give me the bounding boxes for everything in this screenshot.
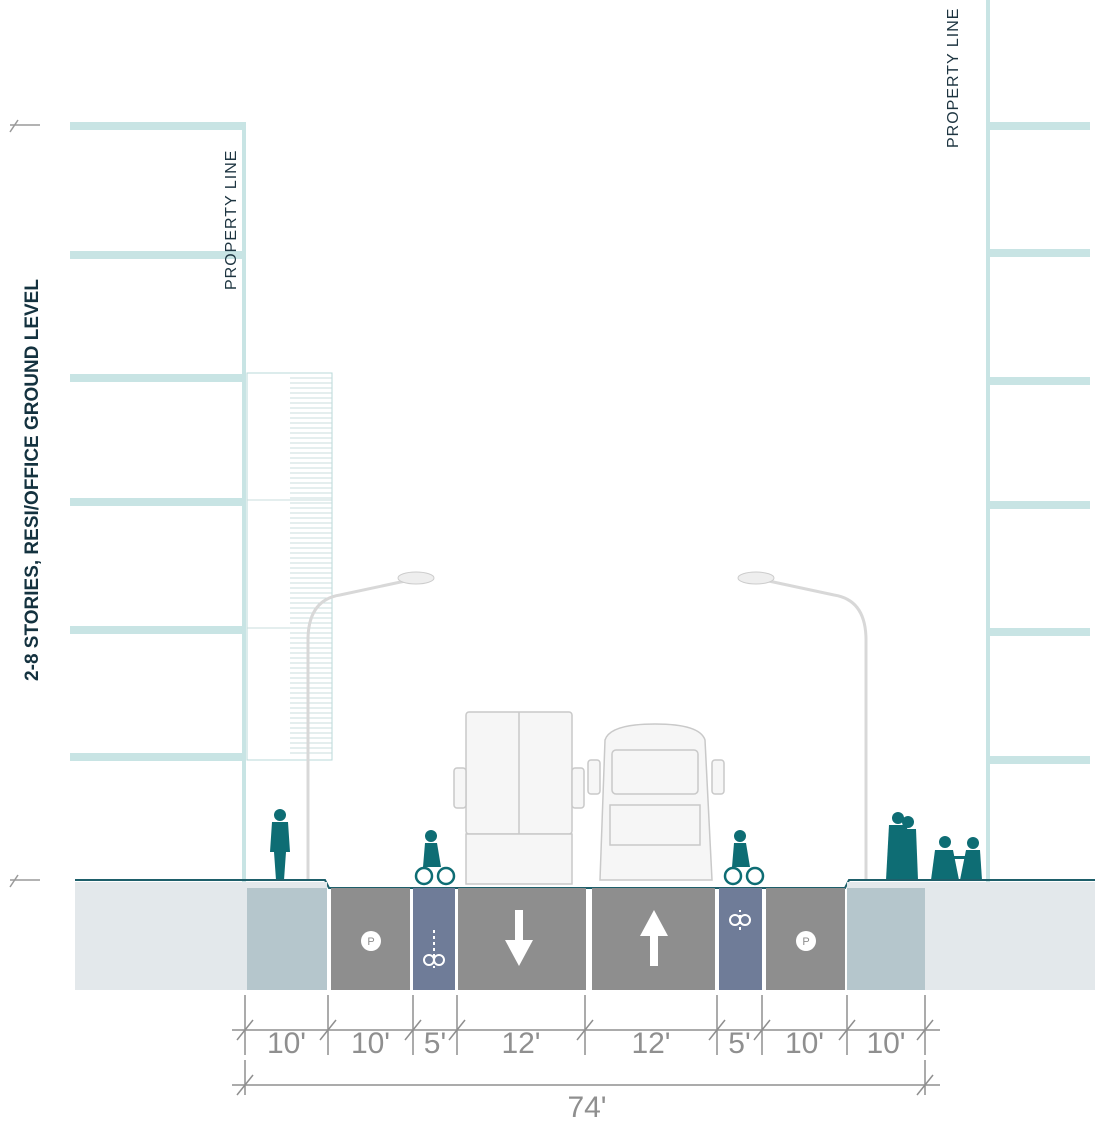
total-label: 74' bbox=[567, 1091, 606, 1123]
parking-letter: P bbox=[367, 936, 374, 948]
street-band bbox=[247, 888, 327, 990]
property-line-label: PROPERTY LINE bbox=[223, 150, 240, 290]
dimension-slash bbox=[448, 1019, 466, 1041]
dimension-slash bbox=[916, 1074, 934, 1096]
right-building bbox=[986, 0, 1090, 882]
street-band bbox=[847, 882, 1095, 888]
property-line-label: PROPERTY LINE bbox=[945, 8, 962, 148]
height-bracket bbox=[9, 119, 40, 888]
people bbox=[270, 809, 982, 880]
dimension-slash bbox=[753, 1019, 771, 1041]
dimension-slash bbox=[319, 1019, 337, 1041]
parking-letter: P bbox=[802, 936, 809, 948]
dimension-label: 12' bbox=[501, 1027, 540, 1060]
dimension-label: 10' bbox=[866, 1027, 905, 1060]
dimension-label: 10' bbox=[351, 1027, 390, 1060]
lane-arrow bbox=[505, 910, 533, 966]
dimension-slash bbox=[236, 1074, 254, 1096]
dimension-slash bbox=[236, 1019, 254, 1041]
bikes bbox=[414, 866, 765, 886]
dimension-slash bbox=[838, 1019, 856, 1041]
bike-symbol bbox=[739, 914, 751, 926]
lamp bbox=[397, 571, 435, 585]
street-band bbox=[719, 888, 762, 990]
street-band bbox=[847, 888, 925, 990]
ground-line bbox=[75, 879, 1095, 889]
truck-front bbox=[587, 723, 725, 881]
street-lights bbox=[306, 578, 868, 880]
parking-icon bbox=[796, 931, 816, 951]
dimension-slash bbox=[576, 1019, 594, 1041]
parking-icon bbox=[361, 931, 381, 951]
dimension-label: 5' bbox=[728, 1027, 750, 1060]
street-band bbox=[925, 888, 1095, 990]
dimension-slash bbox=[916, 1019, 934, 1041]
lane-arrow bbox=[640, 910, 668, 966]
dimension-label: 10' bbox=[785, 1027, 824, 1060]
dimension-label: 10' bbox=[267, 1027, 306, 1060]
dimension-label: 12' bbox=[631, 1027, 670, 1060]
dimension-slash bbox=[404, 1019, 422, 1041]
truck-rear bbox=[453, 711, 585, 885]
street-band bbox=[75, 888, 247, 990]
left-building bbox=[70, 122, 333, 882]
dimension-label: 5' bbox=[424, 1027, 446, 1060]
dimension-slash bbox=[708, 1019, 726, 1041]
building-label: 2-8 STORIES, RESI/OFFICE GROUND LEVEL bbox=[22, 279, 43, 681]
lamp bbox=[737, 571, 775, 585]
street-band bbox=[75, 882, 327, 888]
